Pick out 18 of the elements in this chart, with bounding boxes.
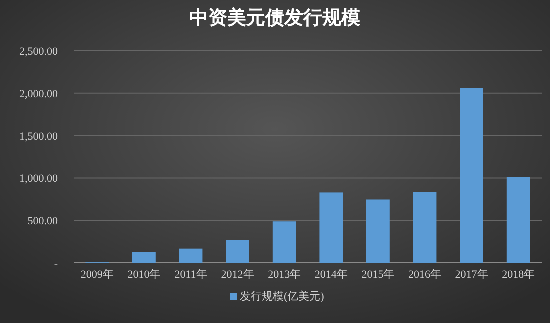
x-tick-label: 2014年: [314, 269, 348, 281]
y-tick-label: 1,500.00: [20, 130, 58, 143]
x-tick-label: 2017年: [455, 269, 488, 281]
x-tick-label: 2016年: [408, 269, 442, 281]
x-tick-label: 2015年: [362, 269, 395, 281]
x-tick-label: 2010年: [128, 269, 161, 281]
x-tick-label: 2011年: [174, 269, 208, 281]
y-tick-label: -: [54, 258, 58, 270]
y-tick-label: 2,500.00: [20, 46, 58, 58]
x-tick-label: 2009年: [80, 269, 114, 281]
x-tick-label: 2018年: [502, 269, 536, 281]
x-tick-label: 2012年: [221, 269, 254, 281]
x-tick-label: 2013年: [268, 269, 302, 281]
legend-label: 发行规模(亿美元): [240, 290, 325, 303]
chart-title: 中资美元债发行规模: [190, 7, 360, 29]
y-tick-label: 1,000.00: [20, 173, 58, 186]
y-tick-label: 500.00: [28, 216, 58, 228]
y-tick-label: 2,000.00: [20, 88, 58, 100]
